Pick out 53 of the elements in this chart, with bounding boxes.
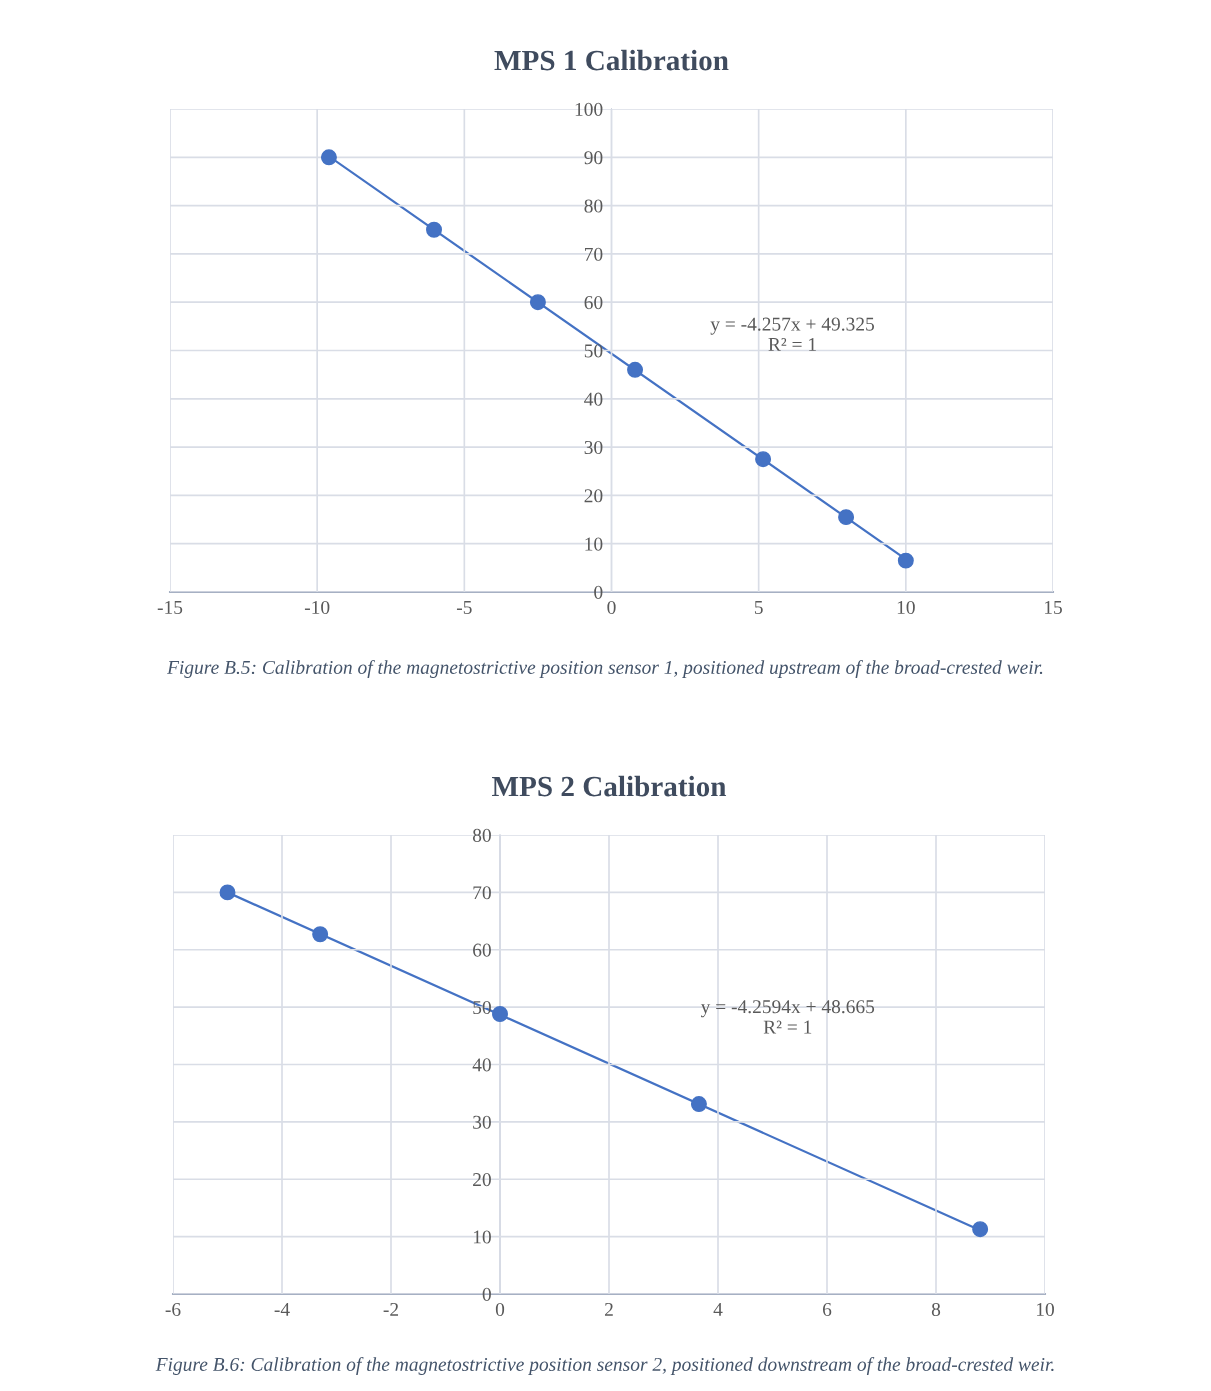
point: [529, 294, 546, 311]
x-tick-label: 0: [607, 600, 616, 615]
point: [627, 361, 644, 378]
y-tick-label: 20: [584, 489, 603, 503]
y-tick-label: 10: [585, 537, 603, 551]
y-tick-label: 60: [584, 296, 603, 310]
chart-title: MPS 2 Calibration: [492, 775, 727, 797]
y-tick-label: 40: [584, 392, 603, 406]
x-tick-label: 0: [495, 1302, 505, 1317]
x-tick-label: -6: [165, 1302, 181, 1317]
x-tick-label: 10: [897, 600, 915, 615]
x-tick-label: -10: [304, 600, 330, 615]
y-tick-label: 20: [473, 1173, 491, 1187]
x-tick-label: -5: [456, 601, 472, 615]
point: [690, 1096, 707, 1113]
y-tick-label: 80: [584, 199, 603, 213]
x-tick-label: -2: [383, 1302, 399, 1316]
annotation: y = -4.2594x + 48.665 R² = 1: [700, 1000, 875, 1034]
x-tick-label: -15: [157, 600, 183, 615]
x-tick-label: 6: [822, 1302, 832, 1317]
annotation: y = -4.257x + 49.325 R² = 1: [710, 317, 875, 351]
point: [492, 1006, 508, 1022]
y-tick-label: 60: [473, 943, 491, 957]
y-tick-label: 0: [594, 585, 603, 599]
text: Figure B.6: Calibration of the magnetostrictive position sensor 2, positioned downstream of the broad-crested weir.: [155, 1357, 1054, 1375]
x-tick-label: 8: [931, 1302, 941, 1317]
x-tick-label: 10: [1036, 1302, 1054, 1317]
x-tick-label: 5: [754, 601, 763, 615]
x-tick-label: 2: [604, 1302, 613, 1316]
y-tick-label: 10: [473, 1230, 491, 1244]
point: [972, 1221, 989, 1238]
y-tick-label: 50: [584, 344, 603, 358]
point: [320, 149, 337, 166]
chart-title: MPS 1 Calibration: [494, 49, 729, 71]
point: [426, 221, 442, 238]
y-tick-label: 40: [472, 1058, 491, 1072]
x-tick-label: -4: [274, 1303, 290, 1316]
y-tick-label: 80: [472, 828, 491, 842]
y-tick-label: 100: [575, 102, 603, 116]
point: [219, 884, 236, 901]
point: [312, 926, 329, 943]
y-tick-label: 70: [585, 247, 603, 261]
y-tick-label: 30: [473, 1115, 491, 1129]
y-tick-label: 0: [482, 1287, 491, 1301]
point: [897, 552, 914, 569]
y-tick-label: 70: [473, 886, 491, 900]
x-tick-label: 4: [713, 1303, 723, 1316]
point: [838, 509, 855, 526]
x-tick-label: 15: [1044, 600, 1062, 615]
y-tick-label: 30: [584, 440, 603, 455]
point: [755, 451, 772, 468]
y-tick-label: 90: [584, 151, 603, 165]
text: Figure B.5: Calibration of the magnetostrictive position sensor 1, positioned upstream of the broad-crested weir.: [166, 660, 1043, 678]
